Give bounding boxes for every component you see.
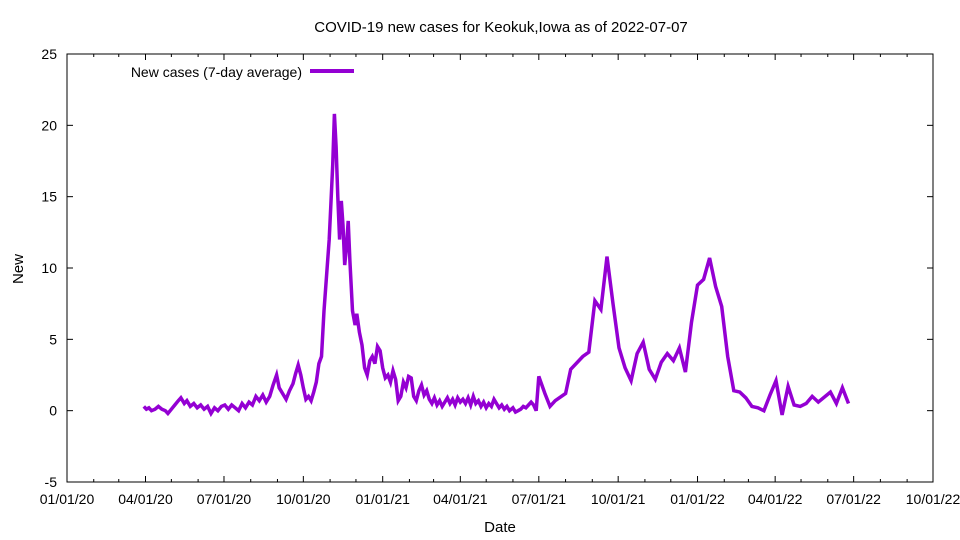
x-axis: 01/01/20 04/01/20 07/01/20 10/01/20 01/01/21… [40,54,960,507]
x-tick-label: 07/01/22 [826,491,881,507]
x-tick-label: 04/01/21 [433,491,488,507]
x-tick-label: 10/01/22 [906,491,960,507]
y-axis-label: New [10,254,27,284]
y-tick-label: 15 [41,189,57,205]
legend: New cases (7-day average) [131,64,354,80]
y-tick-label: 25 [41,46,57,62]
legend-label: New cases (7-day average) [131,64,302,80]
chart-title: COVID-19 new cases for Keokuk,Iowa as of… [314,19,688,36]
y-tick-label: 5 [49,331,57,347]
x-tick-label: 07/01/21 [512,491,567,507]
x-tick-label: 10/01/20 [276,491,331,507]
x-tick-label: 07/01/20 [197,491,252,507]
y-tick-label: 0 [49,403,57,419]
y-axis: -5 0 5 10 15 20 25 [41,46,933,490]
x-axis-label: Date [484,519,516,536]
x-tick-label: 01/01/21 [355,491,410,507]
x-tick-label: 01/01/20 [40,491,95,507]
y-tick-label: 10 [41,260,57,276]
x-tick-label: 04/01/22 [748,491,803,507]
series-line-new-cases [142,113,851,418]
x-tick-label: 10/01/21 [591,491,646,507]
x-tick-label: 04/01/20 [118,491,173,507]
y-tick-label: 20 [41,117,57,133]
x-tick-label: 01/01/22 [670,491,725,507]
plot-frame [66,53,934,483]
y-tick-label: -5 [45,474,58,490]
